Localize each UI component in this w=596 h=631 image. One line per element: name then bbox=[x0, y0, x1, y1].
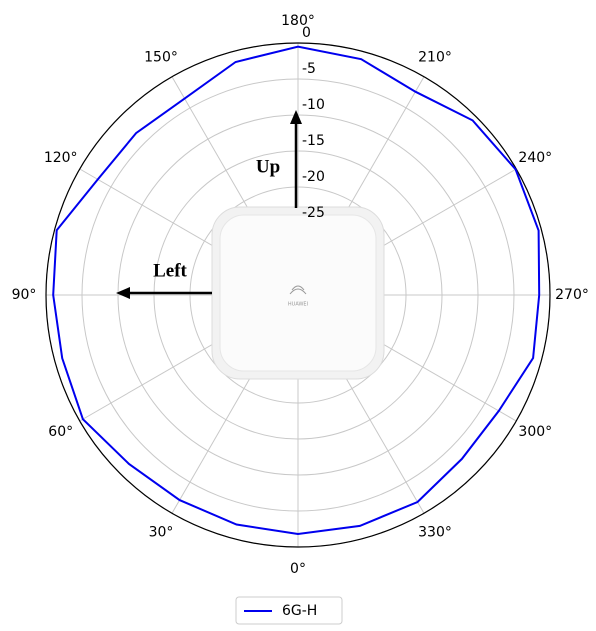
annotation: Up bbox=[256, 156, 280, 177]
device-logo bbox=[289, 285, 307, 295]
curve-layer bbox=[52, 45, 541, 536]
y-tick-label: -25 bbox=[302, 205, 325, 221]
annotation: Left bbox=[153, 260, 187, 281]
y-tick-label: -5 bbox=[302, 61, 316, 77]
legend: 6G-H bbox=[235, 596, 343, 625]
y-tick-label: -20 bbox=[302, 169, 325, 185]
series-line bbox=[52, 45, 541, 536]
x-tick-label: 150° bbox=[144, 50, 178, 66]
arrow-head bbox=[290, 110, 302, 124]
device-image: HUAWEI bbox=[211, 206, 385, 380]
y-tick-label: -10 bbox=[302, 97, 325, 113]
legend-box bbox=[235, 596, 343, 625]
x-tick-label: 240° bbox=[518, 150, 552, 166]
x-tick-label: 210° bbox=[418, 50, 452, 66]
legend-label: 6G-H bbox=[282, 603, 317, 619]
device-face bbox=[219, 214, 377, 372]
outer-frame bbox=[45, 42, 551, 548]
x-tick-label: 330° bbox=[418, 524, 452, 540]
x-tick-label: 120° bbox=[44, 150, 78, 166]
label-layer: -25 -20 -15 -10 -5 0 0° 30° 60° 90° 120° 150° 180° 21… bbox=[12, 13, 589, 577]
arrow-head bbox=[116, 287, 130, 299]
x-tick-label: 300° bbox=[518, 424, 552, 440]
x-tick-label: 0° bbox=[290, 561, 306, 577]
x-tick-label: 180° bbox=[281, 13, 315, 29]
y-tick-label: 0 bbox=[302, 25, 311, 41]
x-tick-label: 30° bbox=[149, 524, 174, 540]
arrows bbox=[116, 110, 302, 299]
device-brand: HUAWEI bbox=[288, 302, 308, 308]
y-tick-label: -15 bbox=[302, 133, 325, 149]
x-tick-label: 270° bbox=[555, 287, 589, 303]
x-tick-label: 60° bbox=[48, 424, 73, 440]
x-tick-label: 90° bbox=[12, 287, 37, 303]
